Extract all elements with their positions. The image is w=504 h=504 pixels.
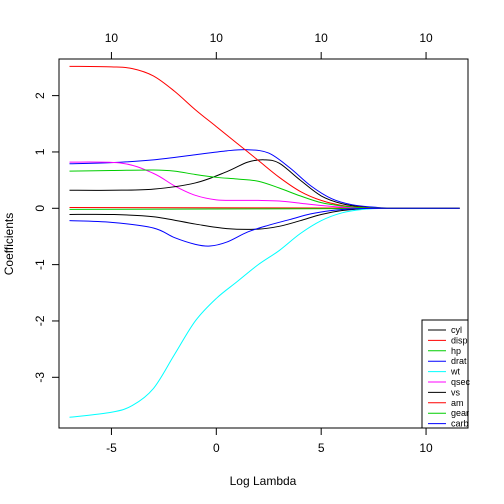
- legend-label-drat: drat: [451, 356, 467, 366]
- x-axis-title: Log Lambda: [230, 474, 297, 488]
- y-tick-label: -2: [33, 315, 47, 326]
- y-tick-label: 1: [33, 148, 47, 155]
- legend-label-wt: wt: [450, 367, 460, 377]
- x-tick-label: 0: [213, 441, 220, 455]
- legend-box: [421, 319, 469, 429]
- y-tick-label: -3: [33, 372, 47, 383]
- y-axis: -3 -2 -1 0 1 2: [33, 92, 59, 383]
- y-tick-label: 0: [33, 205, 47, 212]
- top-tick-label: 10: [419, 31, 433, 45]
- top-tick-label: 10: [210, 31, 224, 45]
- legend-label-gear: gear: [451, 408, 469, 418]
- legend-label-cyl: cyl: [451, 325, 462, 335]
- series-layer: [69, 65, 460, 418]
- y-tick-label: -1: [33, 259, 47, 270]
- top-axis: 10 10 10 10: [105, 31, 433, 59]
- y-axis-title: Coefficients: [2, 213, 16, 275]
- top-tick-label: 10: [105, 31, 119, 45]
- series-line-drat: [69, 149, 460, 209]
- series-line-am: [69, 65, 460, 209]
- series-line-qsec: [69, 161, 460, 209]
- y-tick-label: 2: [33, 92, 47, 99]
- x-tick-label: -5: [106, 441, 117, 455]
- legend-label-carb: carb: [451, 419, 469, 429]
- x-tick-label: 5: [318, 441, 325, 455]
- x-tick-label: 10: [419, 441, 433, 455]
- series-line-carb: [69, 207, 460, 247]
- series-line-gear: [69, 169, 460, 209]
- legend-label-qsec: qsec: [451, 377, 471, 387]
- x-axis: -5 0 5 10: [106, 428, 433, 455]
- legend-label-hp: hp: [451, 346, 461, 356]
- series-line-wt: [69, 207, 460, 418]
- legend-label-disp: disp: [451, 335, 468, 345]
- legend-label-vs: vs: [451, 387, 461, 397]
- top-tick-label: 10: [314, 31, 328, 45]
- series-line-vs: [69, 159, 460, 209]
- plot-frame: [58, 58, 469, 429]
- legend-label-am: am: [451, 398, 464, 408]
